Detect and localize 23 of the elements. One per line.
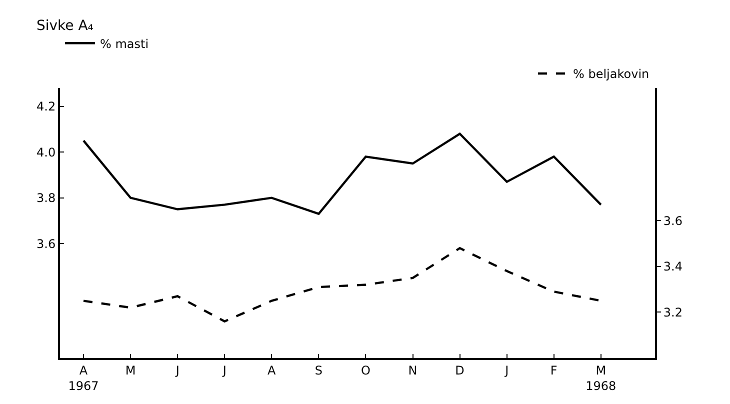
y-tick-label: 4.0 <box>36 145 56 160</box>
x-tick-label: A <box>268 363 277 378</box>
x-tick-label: J <box>504 363 509 378</box>
x-tick-label: D <box>455 363 464 378</box>
x-tick-label: A 1967 <box>68 363 99 393</box>
x-tick-label: O <box>361 363 370 378</box>
y2-tick-label: 3.2 <box>663 305 682 320</box>
x-tick-label: F <box>550 363 558 378</box>
y-tick-label: 3.6 <box>36 236 56 251</box>
y2-tick-label: 3.6 <box>663 214 682 228</box>
line-series <box>82 132 602 215</box>
x-tick-label: J <box>222 363 226 378</box>
x-tick-label: M <box>125 363 136 378</box>
y-tick-label: 4.2 <box>36 100 56 114</box>
x-tick-label: J <box>174 363 180 378</box>
x-tick-label: M 1968 <box>586 363 616 393</box>
x-tick-label: S <box>314 363 323 378</box>
y-tick-label: 3.8 <box>36 191 56 206</box>
x-tick-label: N <box>408 363 418 378</box>
chart-title: Sivke A₄ <box>36 18 94 34</box>
legend-label: % beljakovin <box>573 67 650 82</box>
y2-tick-label: 3.4 <box>663 260 682 274</box>
legend-label: % masti <box>100 36 149 51</box>
